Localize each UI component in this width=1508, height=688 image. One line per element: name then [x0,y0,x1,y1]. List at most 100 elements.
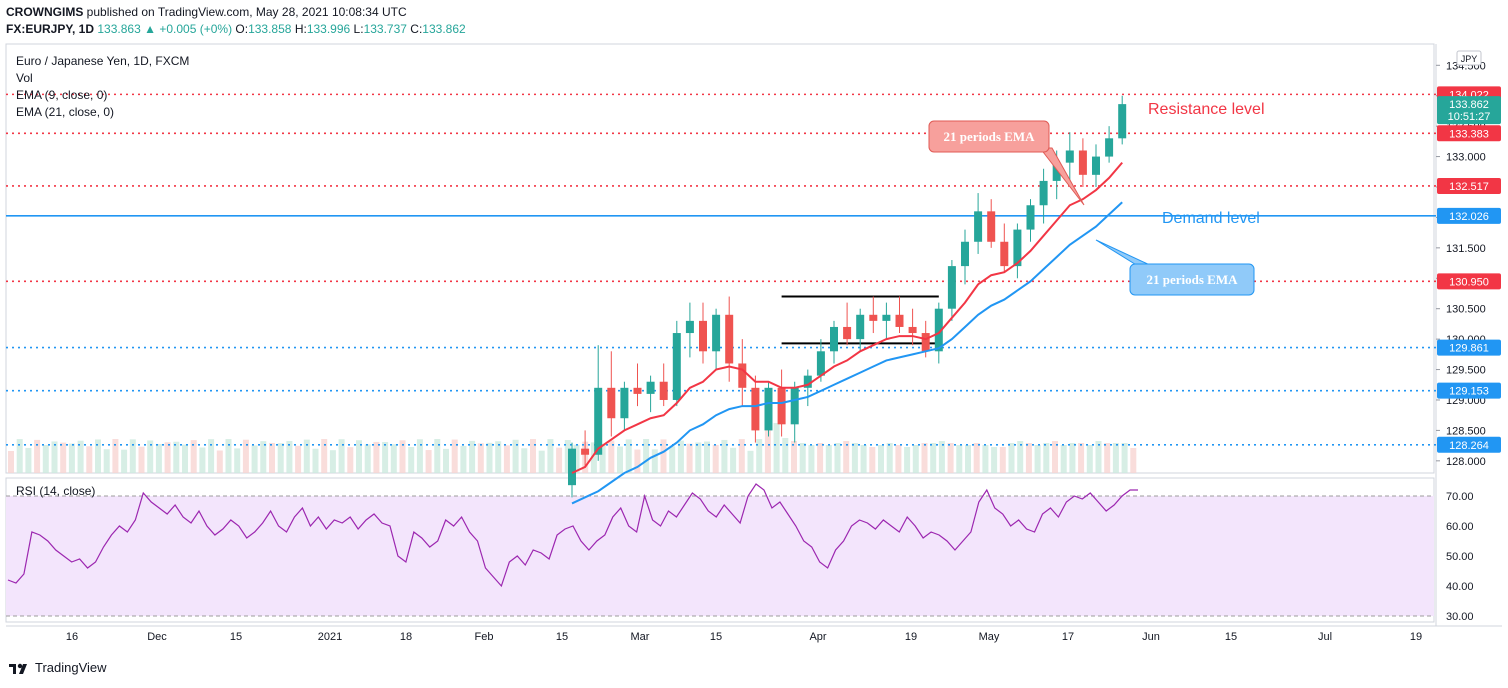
volume-bar [277,443,284,473]
volume-bar [808,445,815,473]
candle-body [738,363,747,388]
volume-bar [216,450,223,473]
up-arrow-icon: ▲ [144,22,156,36]
x-tick-label: Jul [1318,631,1332,643]
publish-line: CROWNGIMS published on TradingView.com, … [6,5,407,19]
ohlc-line: FX:EURJPY, 1D 133.863 ▲ +0.005 (+0%) O:1… [6,22,466,36]
candle-body [1013,229,1022,267]
volume-bar [1008,443,1015,473]
rsi-tick-label: 40.00 [1446,581,1474,593]
candle-body [646,381,655,394]
volume-bar [469,440,476,473]
volume-bar [1034,445,1041,473]
volume-bar [112,439,119,473]
resistance-annotation: Resistance level [1148,101,1265,118]
x-tick-label: 19 [1410,631,1422,643]
price-tick-label: 131.500 [1446,243,1486,255]
legend-title: Euro / Japanese Yen, 1D, FXCM [16,54,189,68]
level-badge [1437,207,1501,224]
volume-bar [547,439,554,473]
footer: TradingView [8,660,107,675]
volume-bar [999,447,1006,473]
currency-badge-label: JPY [1461,54,1478,64]
price-tick-label: 130.500 [1446,304,1486,316]
volume-bar [704,441,710,473]
candle-body [1039,180,1048,206]
volume-bar [747,450,754,473]
symbol-label: FX:EURJPY, 1D [6,22,95,36]
footer-brand[interactable]: TradingView [35,660,107,675]
volume-bar [1086,445,1093,473]
x-tick-label: Dec [147,631,167,643]
volume-bar [982,445,989,473]
candle-body [633,387,642,394]
volume-bar [860,445,867,473]
volume-bar [51,441,58,473]
volume-bar [286,440,293,473]
volume-bar [643,439,650,473]
volume-bar [312,448,319,473]
volume-bar [208,439,215,473]
volume-bar [242,439,249,473]
candle-body [712,314,721,352]
volume-bar [782,438,789,473]
volume-bar [878,445,884,473]
volume-bar [460,445,467,473]
volume-bar [173,441,180,473]
x-tick-label: 16 [66,631,78,643]
volume-bar [1130,448,1137,473]
volume-bar [1095,441,1102,473]
volume-bar [416,439,423,473]
volume-bar [625,439,632,473]
candle-body [725,314,734,364]
volume-bar [965,445,971,473]
candle-body [1092,156,1100,175]
volume-bar [947,443,954,473]
volume-bar [451,439,458,473]
level-badge-label: 129.153 [1449,386,1489,398]
last-price: 133.863 [97,22,141,36]
level-badge [1437,339,1501,356]
volume-bar [68,443,75,473]
volume-bar [1069,443,1076,473]
volume-bar [503,445,510,473]
volume-bar [921,443,928,473]
candle-body [659,381,668,400]
volume-bar [895,445,902,473]
volume-bar [121,449,128,473]
candle-body [607,387,616,419]
rsi-tick-label: 50.00 [1446,551,1474,563]
volume-bar [443,448,449,473]
x-tick-label: 17 [1062,631,1074,643]
volume-bar [225,439,232,473]
tradingview-logo-icon [9,663,27,674]
rsi-band [6,496,1434,616]
volume-bar [434,439,441,473]
volume-bar [851,443,858,473]
low-value: 133.737 [363,22,407,36]
publisher-name: CROWNGIMS [6,5,84,19]
volume-bar [425,450,432,473]
volume-bar [147,440,154,473]
volume-bar [712,444,719,473]
rsi-tick-label: 70.00 [1446,491,1474,503]
legend-vol: Vol [16,71,33,85]
low-label: L: [353,22,364,36]
main-pane [5,43,1435,474]
volume-bar [512,439,519,473]
candle-body [581,448,590,455]
candle-body [790,387,799,425]
open-value: 133.858 [248,22,292,36]
x-tick-label: 15 [1225,631,1237,643]
volume-bar [651,449,658,473]
volume-bar [390,444,397,473]
candle-body [1000,241,1009,267]
ema21-line [571,201,1123,505]
volume-bar [904,447,911,473]
high-value: 133.996 [306,22,351,36]
close-label: C: [410,22,423,36]
volume-bar [756,439,763,473]
x-tick-label: Jun [1142,631,1160,643]
level-badge [1437,125,1501,142]
